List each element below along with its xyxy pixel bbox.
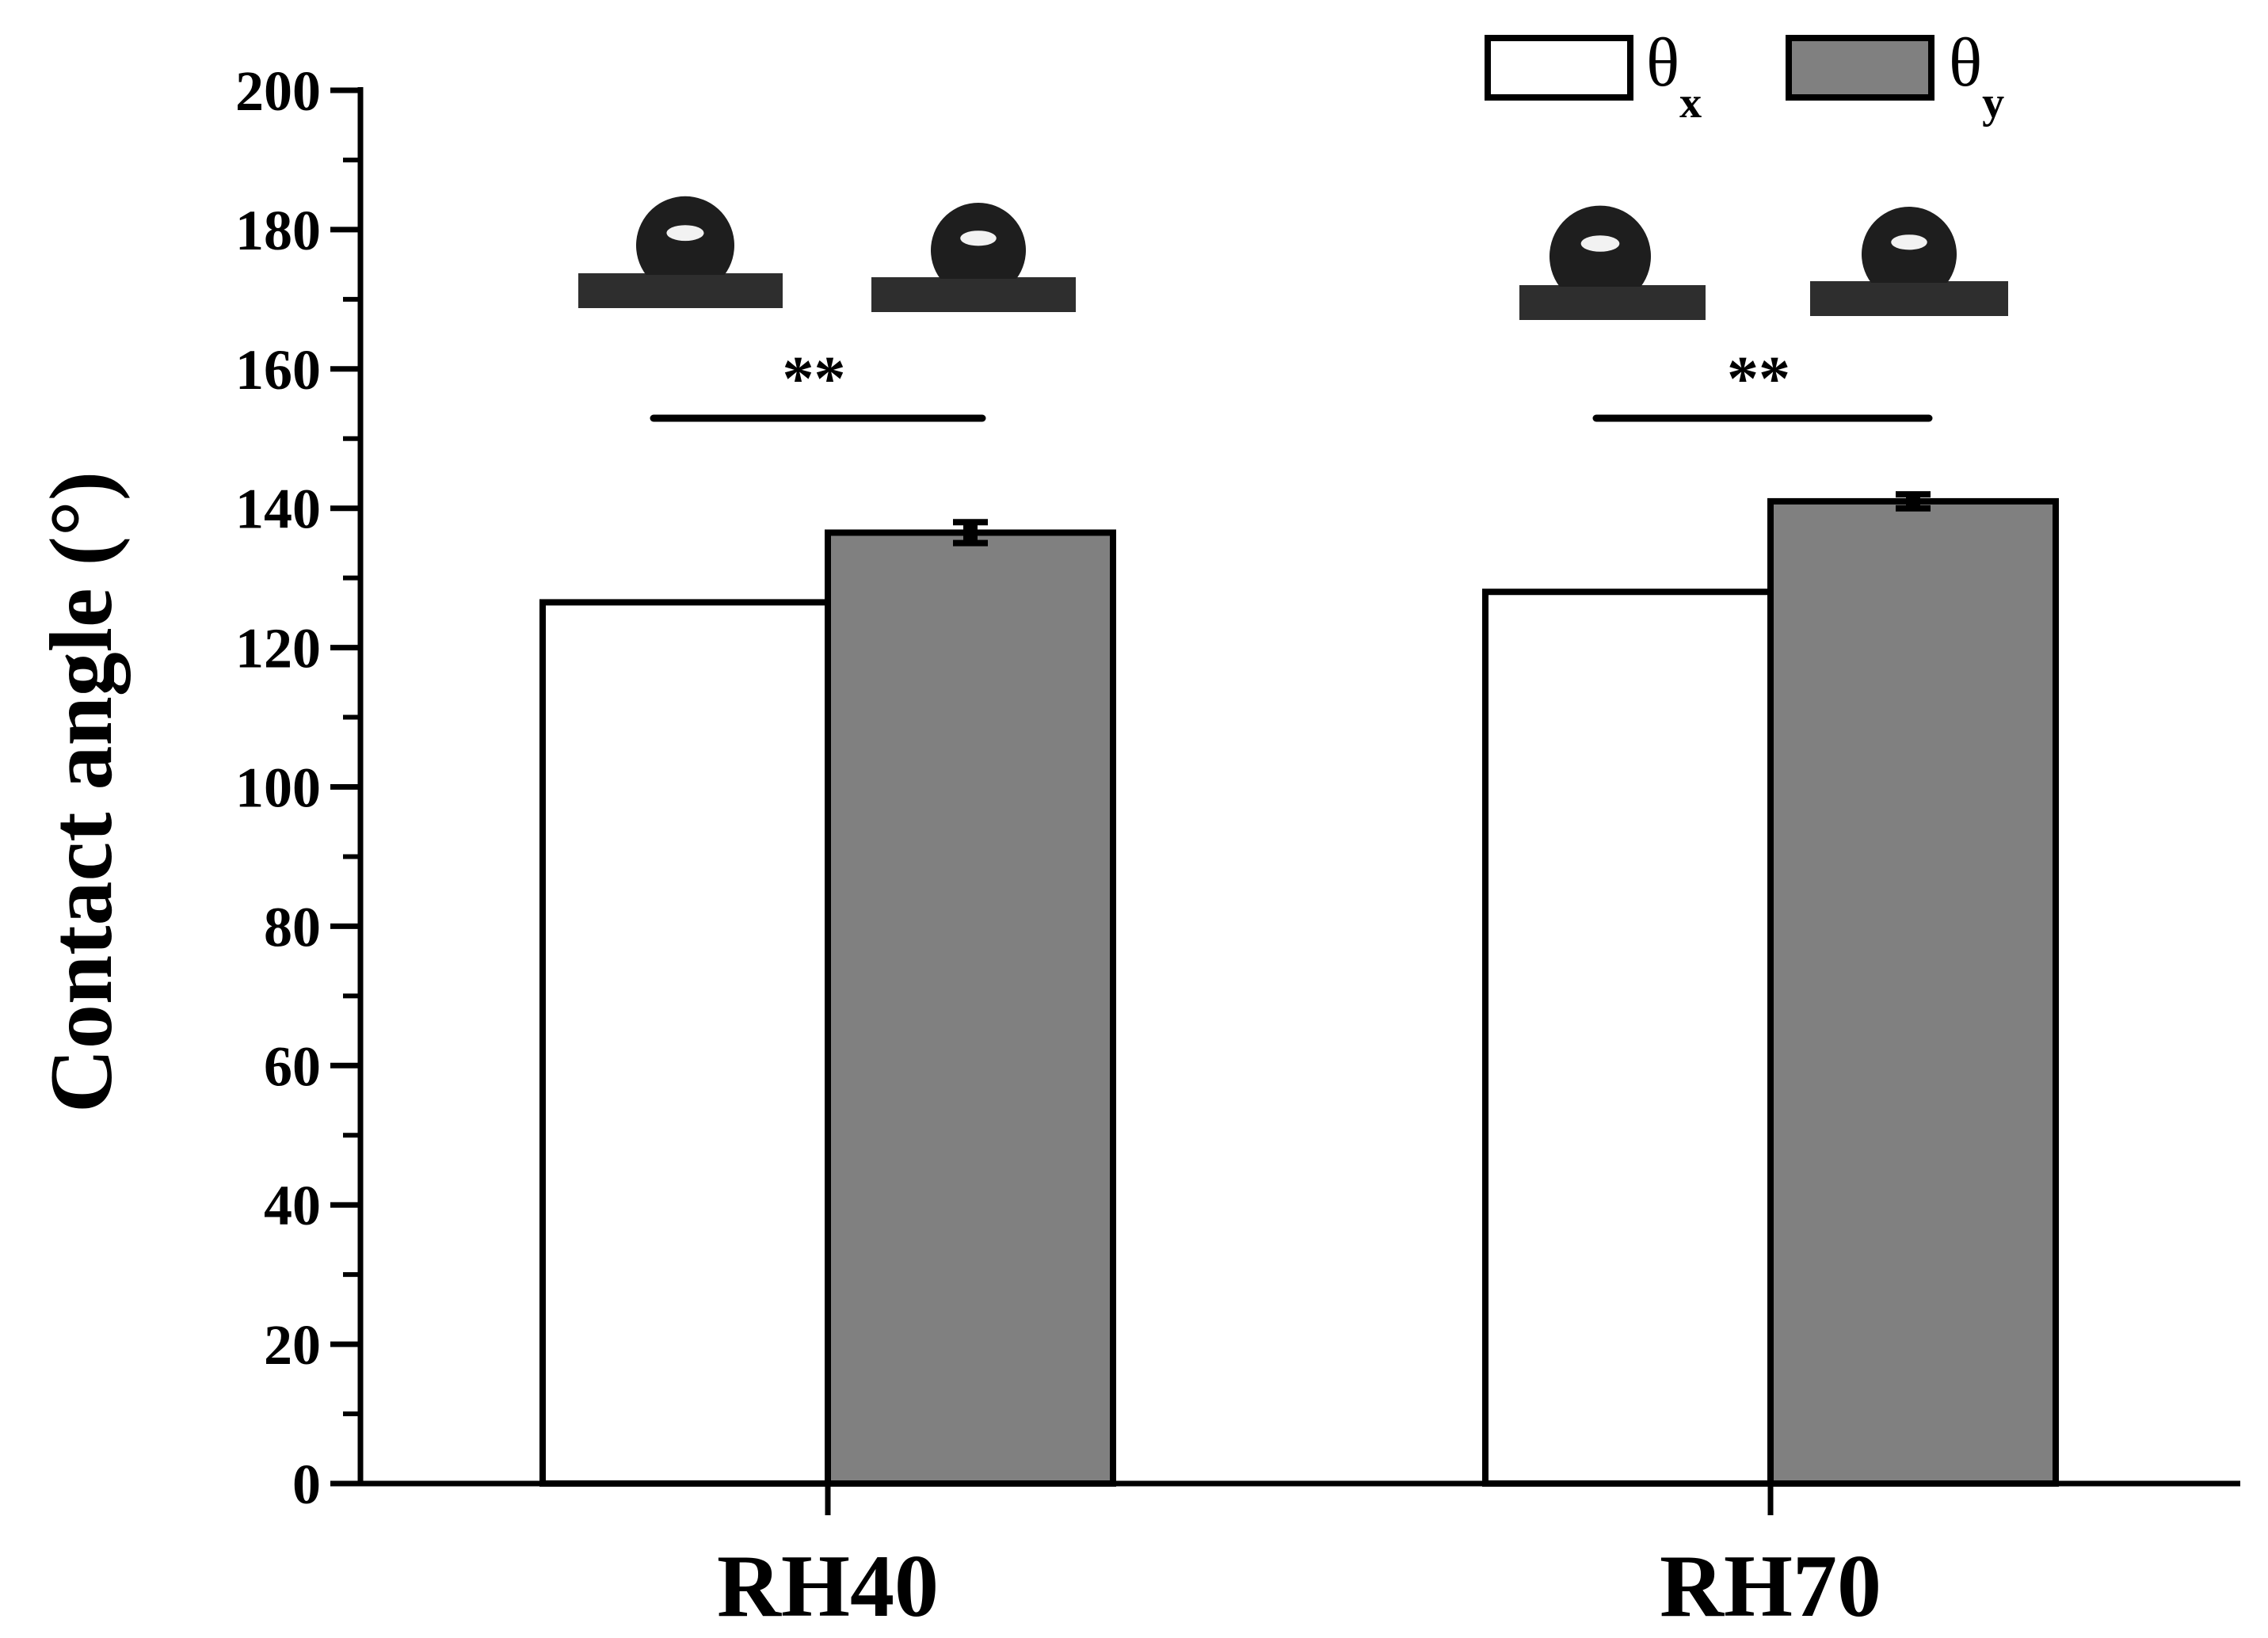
droplet-photo-2 [871, 203, 1076, 312]
droplet-photo-3 [1519, 205, 1706, 320]
droplet-photo-4 [1810, 206, 2008, 316]
droplet-photo-1 [578, 196, 783, 308]
droplet-substrate-1 [578, 273, 783, 308]
y-tick-label-180: 180 [235, 199, 321, 262]
x-category-label-RH40: RH40 [717, 1537, 939, 1636]
significance-label-RH40: ** [783, 345, 846, 414]
y-tick-label-120: 120 [235, 617, 321, 680]
significance-label-RH70: ** [1727, 345, 1790, 414]
droplet-highlight-2 [960, 230, 997, 246]
bar-RH40-series-1 [825, 529, 1116, 1487]
legend-swatch-theta-y [1786, 35, 1934, 101]
droplet-highlight-4 [1891, 234, 1927, 250]
y-tick-label-200: 200 [235, 59, 321, 123]
droplet-highlight-1 [666, 225, 704, 242]
legend-symbol-theta-y: θ [1949, 25, 1982, 101]
y-tick-label-140: 140 [235, 478, 321, 541]
droplet-substrate-3 [1519, 285, 1706, 320]
bar-RH70-series-0 [1482, 589, 1774, 1487]
y-tick-label-160: 160 [235, 338, 321, 402]
bar-RH70-series-1 [1767, 497, 2059, 1487]
legend: θx θy [1485, 25, 2004, 128]
y-ticks-group: 0 20 40 60 80 100 120 140 160 180 200 [235, 59, 360, 1516]
legend-label-theta-x: θx [1646, 25, 1702, 128]
droplet-substrate-2 [871, 277, 1076, 312]
y-tick-label-100: 100 [235, 756, 321, 820]
legend-swatch-theta-x [1485, 35, 1633, 101]
y-tick-label-80: 80 [264, 895, 321, 958]
legend-sub-x: x [1679, 78, 1702, 128]
y-tick-label-60: 60 [264, 1034, 321, 1098]
y-tick-label-0: 0 [292, 1453, 321, 1516]
error-bars-group [953, 491, 1931, 547]
x-categories-group: RH40 RH70 [717, 1484, 1881, 1636]
droplet-substrate-4 [1810, 281, 2008, 316]
y-tick-label-40: 40 [264, 1174, 321, 1237]
legend-sub-y: y [1982, 78, 2004, 128]
y-axis-title: Contact angle (°) [32, 471, 131, 1113]
y-tick-label-20: 20 [264, 1313, 321, 1377]
droplet-highlight-3 [1580, 235, 1620, 252]
significance-group: ** ** [650, 345, 1933, 422]
bar-RH40-series-0 [539, 599, 831, 1487]
bars-group [539, 497, 2059, 1487]
droplet-photo-insets [578, 196, 2008, 320]
legend-label-theta-y: θy [1949, 25, 2004, 128]
legend-symbol-theta-x: θ [1646, 25, 1679, 101]
x-category-label-RH70: RH70 [1660, 1537, 1881, 1636]
